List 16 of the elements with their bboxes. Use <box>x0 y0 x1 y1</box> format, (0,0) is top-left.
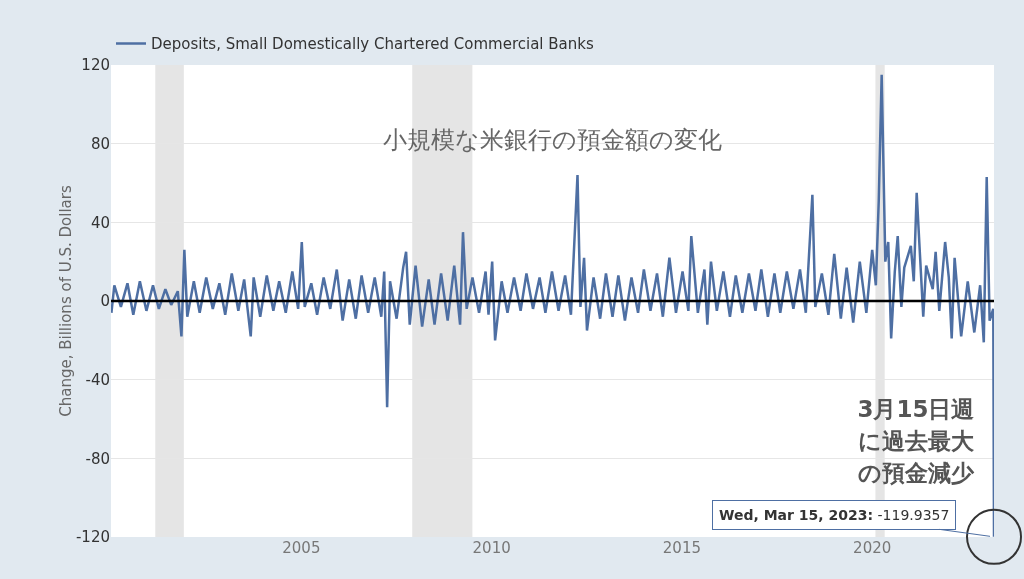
y-tick-label: 0 <box>100 292 110 311</box>
legend-label: Deposits, Small Domestically Chartered Commercial Banks <box>151 35 594 54</box>
x-tick-label: 2015 <box>662 539 702 557</box>
annotation: 3月15日週に過去最大の預金減少 <box>856 395 976 488</box>
y-tick-label: 120 <box>81 56 110 75</box>
y-tick-label: -40 <box>85 370 110 389</box>
text: 小規模な米銀行の預金額の変化 <box>383 125 722 154</box>
x-tick-label: 2010 <box>472 539 511 557</box>
y-tick-label: -80 <box>85 449 110 468</box>
y-tick-label: 40 <box>90 213 110 232</box>
y-tick-label: -120 <box>75 528 110 547</box>
x-tick-label: 2005 <box>282 539 321 557</box>
annotation: Wed, Mar 15, 2023: -119.9357 <box>719 507 950 523</box>
y-tick-label: 80 <box>90 134 110 153</box>
y-axis-title: Change, Billions of U.S. Dollars <box>57 185 75 417</box>
x-tick-label: 2020 <box>853 539 892 557</box>
